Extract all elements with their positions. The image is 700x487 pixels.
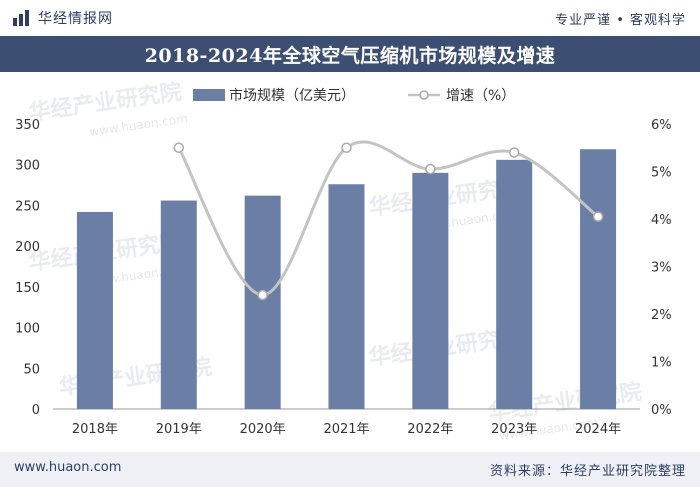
brand[interactable]: 华经情报网	[12, 8, 113, 28]
y-left-axis: 0 50 100 150 200 250 300 350	[15, 118, 40, 418]
title-bar: 2018-2024年全球空气压缩机市场规模及增速	[0, 36, 700, 72]
legend-bar-swatch	[193, 89, 225, 101]
bar	[496, 159, 533, 409]
y-right-tick-label: 5%	[651, 166, 672, 181]
top-bar: 华经情报网 专业严谨 • 客观科学	[0, 0, 700, 36]
x-tick-label: 2023年	[491, 422, 537, 437]
footer-url[interactable]: www.huaon.com	[14, 460, 122, 475]
bar	[160, 200, 197, 409]
line-series	[173, 140, 604, 301]
bar	[244, 195, 281, 409]
y-right-tick-label: 0%	[651, 403, 672, 418]
x-tick-label: 2020年	[240, 422, 286, 437]
x-tick-label: 2024年	[575, 422, 621, 437]
growth-point	[425, 163, 436, 175]
growth-point	[592, 211, 604, 222]
growth-point	[341, 142, 352, 153]
footer: www.huaon.com 资料来源：华经产业研究院整理	[0, 452, 700, 487]
y-right-tick-label: 4%	[651, 213, 672, 228]
bar	[328, 184, 365, 409]
bar-series	[76, 149, 617, 409]
legend-bar-label: 市场规模（亿美元）	[229, 87, 355, 104]
y-left-tick-label: 100	[15, 322, 40, 337]
brand-name: 华经情报网	[38, 11, 113, 27]
x-axis-labels: 2018年 2019年 2020年 2021年 2022年 2023年 2024年	[72, 422, 621, 437]
y-left-tick-label: 50	[23, 362, 40, 377]
y-left-tick-label: 300	[15, 159, 40, 174]
bar	[412, 172, 449, 409]
legend-line-marker	[419, 90, 429, 100]
bar	[76, 211, 113, 409]
y-right-axis: 0% 1% 2% 3% 4% 5% 6%	[651, 118, 672, 418]
legend-line-label: 增速（%）	[446, 88, 515, 104]
x-tick-label: 2019年	[156, 422, 202, 437]
tagline: 专业严谨 • 客观科学	[555, 13, 686, 28]
chart: 华经产业研究院 华经产业研究院 华经产业研究院 华经产业研究院 华经产业研究院 …	[15, 79, 672, 443]
y-left-tick-label: 0	[32, 403, 40, 418]
logo-icon	[13, 10, 29, 26]
y-left-tick-label: 150	[15, 281, 40, 296]
bar	[580, 149, 617, 409]
x-tick-label: 2022年	[407, 422, 453, 437]
y-left-tick-label: 250	[15, 199, 40, 214]
y-right-tick-label: 2%	[651, 308, 672, 323]
growth-point	[257, 289, 268, 301]
growth-point	[508, 147, 520, 158]
y-right-tick-label: 1%	[651, 356, 672, 371]
y-left-tick-label: 200	[15, 240, 40, 255]
x-tick-label: 2018年	[72, 422, 118, 437]
chart-title: 2018-2024年全球空气压缩机市场规模及增速	[144, 44, 556, 67]
y-right-tick-label: 6%	[651, 118, 672, 133]
footer-source: 资料来源：华经产业研究院整理	[489, 464, 686, 479]
y-left-tick-label: 350	[15, 118, 40, 133]
legend: 市场规模（亿美元） 增速（%）	[193, 87, 515, 104]
x-tick-label: 2021年	[323, 422, 369, 437]
y-right-tick-label: 3%	[651, 261, 672, 276]
growth-point	[173, 142, 185, 153]
